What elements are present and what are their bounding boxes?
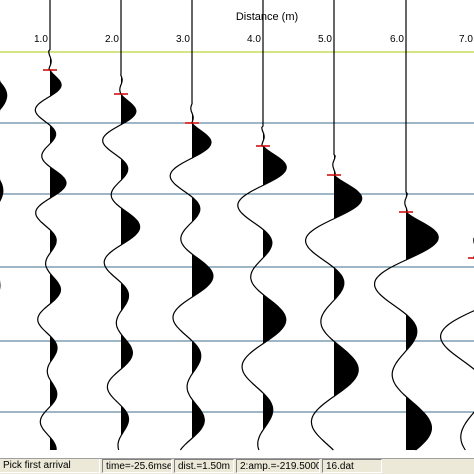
trace-fill — [406, 0, 439, 450]
trace-fill — [192, 0, 213, 450]
status-mode: Pick first arrival — [0, 459, 100, 473]
seismic-traces[interactable] — [0, 0, 474, 451]
trace-wiggle[interactable] — [237, 0, 287, 451]
time-gridlines — [0, 51, 474, 413]
trace-fill — [121, 0, 140, 450]
distance-tick-label: 4.0 — [247, 34, 261, 45]
status-amplitude: 2:amp.=-219.50000 — [236, 459, 320, 473]
trace-wiggle[interactable] — [305, 0, 363, 451]
distance-tick-label: 5.0 — [318, 34, 332, 45]
distance-tick-label: 1.0 — [34, 34, 48, 45]
trace-fill — [0, 0, 8, 450]
status-distance: dist.=1.50m — [174, 459, 234, 473]
seismogram-plot[interactable]: 1.0 2.0 3.0 4.0 5.0 6.0 7.0 — [0, 0, 474, 458]
distance-tick-label: 3.0 — [176, 34, 190, 45]
trace-wiggle[interactable] — [102, 0, 141, 451]
status-time: time=-25.6mse — [102, 459, 172, 473]
trace-fill — [263, 0, 287, 450]
first-arrival-picks[interactable] — [43, 69, 474, 259]
trace-wiggle[interactable] — [34, 0, 67, 450]
trace-wiggle[interactable] — [440, 0, 474, 451]
distance-tick-label: 2.0 — [105, 34, 119, 45]
status-filename: 16.dat — [322, 459, 382, 473]
status-bar: Pick first arrival time=-25.6mse dist.=1… — [0, 458, 474, 474]
axis-title: Distance (m) — [235, 11, 299, 23]
trace-wiggle[interactable] — [374, 0, 439, 451]
distance-tick-label: 7.0 — [459, 34, 473, 45]
distance-tick-label: 6.0 — [390, 34, 404, 45]
trace-wiggle[interactable] — [169, 0, 214, 451]
trace-fill — [334, 0, 362, 450]
distance-ruler: 1.0 2.0 3.0 4.0 5.0 6.0 7.0 — [0, 34, 474, 53]
